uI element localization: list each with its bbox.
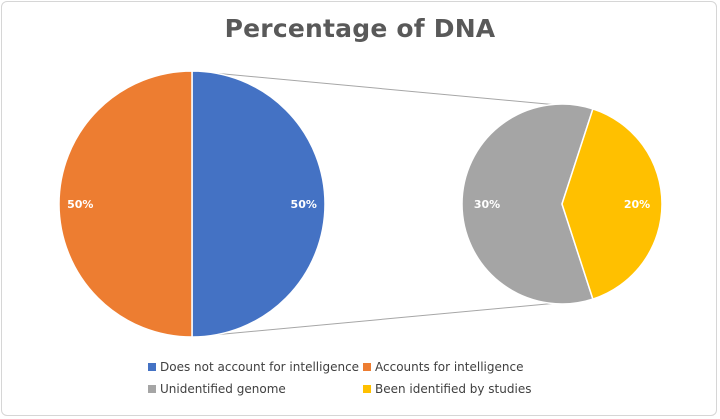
legend-item-accounts: Accounts for intelligence [363, 360, 523, 374]
connector-lines [191, 70, 591, 338]
data-label-secondary-1: 20% [624, 198, 650, 211]
legend-swatch-blue [148, 363, 156, 371]
legend-item-does-not-account: Does not account for intelligence [148, 360, 363, 374]
data-label-main-1: 50% [67, 198, 93, 211]
data-labels: 50% 50% 30% 20% [67, 198, 650, 211]
secondary-slice-unidentified-genome [461, 103, 594, 305]
connector-line-top [191, 70, 591, 109]
connector-line-bottom [191, 299, 591, 338]
chart-title: Percentage of DNA [224, 14, 496, 43]
data-label-secondary-0: 30% [474, 198, 500, 211]
legend-label: Does not account for intelligence [160, 360, 360, 374]
legend-item-unidentified: Unidentified genome [148, 382, 363, 396]
secondary-slice-been-identified-by-studies [561, 107, 663, 301]
legend-label: Accounts for intelligence [375, 360, 524, 374]
main-slice-accounts-for-intelligence [58, 70, 193, 338]
legend-row: Does not account for intelligence Accoun… [148, 356, 568, 378]
legend-row: Unidentified genome Been identified by s… [148, 378, 568, 400]
main-pie [58, 70, 326, 338]
legend: Does not account for intelligence Accoun… [148, 356, 568, 400]
legend-swatch-gray [148, 385, 156, 393]
main-slice-does-not-account-for-intelligence [191, 70, 326, 338]
legend-label: Unidentified genome [160, 382, 286, 396]
legend-item-identified: Been identified by studies [363, 382, 531, 396]
legend-label: Been identified by studies [375, 382, 532, 396]
secondary-pie [461, 103, 663, 305]
legend-swatch-yellow [363, 385, 371, 393]
data-label-main-0: 50% [291, 198, 317, 211]
legend-swatch-orange [363, 363, 371, 371]
